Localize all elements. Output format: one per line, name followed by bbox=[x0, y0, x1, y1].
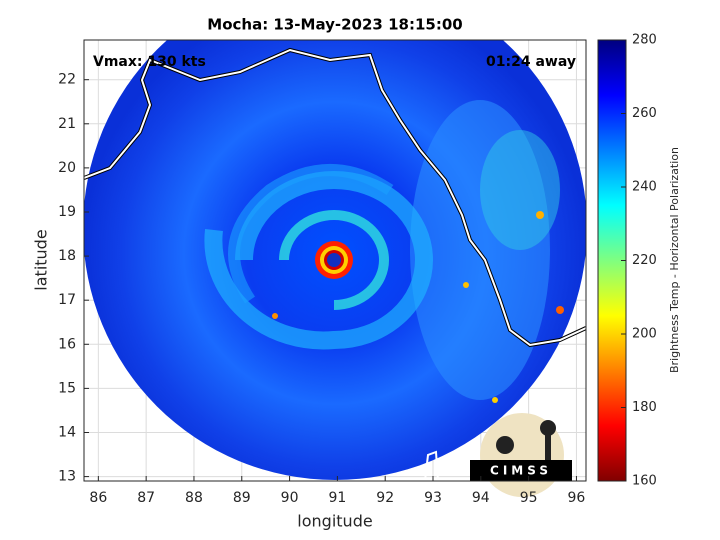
x-tick-label: 90 bbox=[281, 490, 299, 506]
y-tick-label: 19 bbox=[58, 204, 76, 220]
x-tick-label: 86 bbox=[89, 490, 107, 506]
y-tick-label: 22 bbox=[58, 72, 76, 88]
x-tick-label: 89 bbox=[233, 490, 251, 506]
satellite-image bbox=[84, 40, 586, 481]
y-axis-label: latitude bbox=[32, 229, 51, 290]
colorbar-tick-label: 180 bbox=[632, 400, 657, 415]
colorbar-tick-label: 200 bbox=[632, 327, 657, 342]
colorbar-tick-label: 220 bbox=[632, 253, 657, 268]
y-tick-label: 15 bbox=[58, 380, 76, 396]
plot-frame bbox=[83, 39, 587, 482]
logo-text: CIMSS bbox=[490, 464, 552, 478]
colorbar-tick-label: 280 bbox=[632, 33, 657, 48]
logo: CIMSS bbox=[470, 413, 572, 497]
y-tick-label: 13 bbox=[58, 469, 76, 485]
x-tick-label: 95 bbox=[520, 490, 538, 506]
x-tick-label: 92 bbox=[376, 490, 394, 506]
colorbar-tick-label: 240 bbox=[632, 180, 657, 195]
x-tick-label: 88 bbox=[185, 490, 203, 506]
x-tick-label: 91 bbox=[328, 490, 346, 506]
annotation: Vmax: 130 kts bbox=[93, 54, 206, 70]
y-tick-label: 18 bbox=[58, 248, 76, 264]
y-tick-label: 20 bbox=[58, 160, 76, 176]
x-tick-label: 87 bbox=[137, 490, 155, 506]
annotation: 01:24 away bbox=[486, 54, 576, 70]
y-tick-label: 17 bbox=[58, 292, 76, 308]
colorbar-label: Brightness Temp - Horizontal Polarizatio… bbox=[668, 147, 681, 373]
colorbar-tick-label: 260 bbox=[632, 106, 657, 121]
x-axis-label: longitude bbox=[297, 512, 372, 531]
colorbar-tick-label: 160 bbox=[632, 474, 657, 489]
x-tick-label: 94 bbox=[472, 490, 490, 506]
x-tick-label: 96 bbox=[568, 490, 586, 506]
y-tick-label: 16 bbox=[58, 336, 76, 352]
x-tick-label: 93 bbox=[424, 490, 442, 506]
y-tick-label: 14 bbox=[58, 424, 76, 440]
y-tick-label: 21 bbox=[58, 116, 76, 132]
chart-title: Mocha: 13-May-2023 18:15:00 bbox=[207, 16, 462, 34]
